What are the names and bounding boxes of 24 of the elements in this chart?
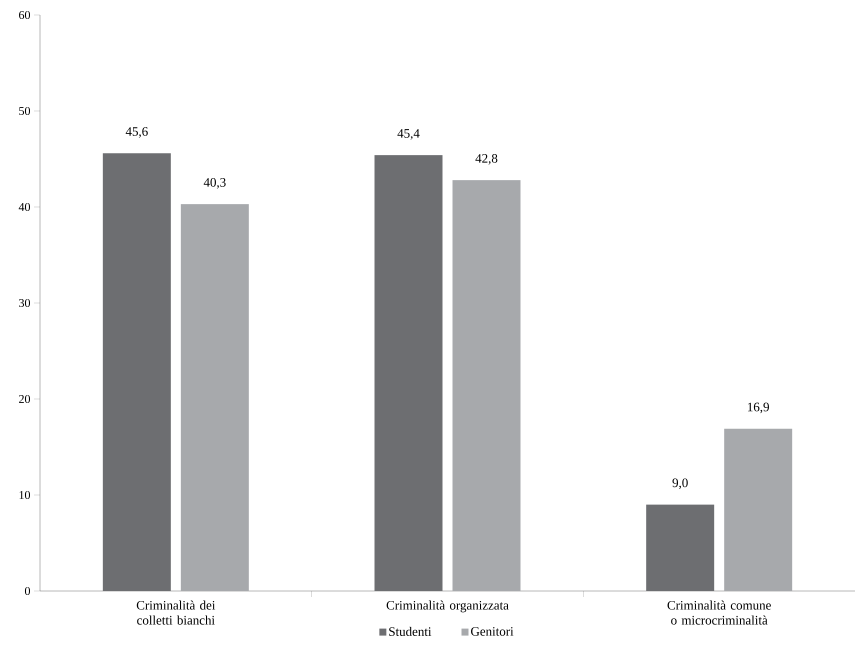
y-tick-label: 20 xyxy=(19,394,30,404)
data-label: 40,3 xyxy=(204,178,226,189)
bar xyxy=(374,155,443,591)
bar xyxy=(102,153,171,591)
y-tick-label: 0 xyxy=(24,586,30,596)
x-tick-label: Criminalità comune o microcriminalità xyxy=(668,600,771,625)
data-label: 42,8 xyxy=(475,154,498,165)
y-tick-label: 60 xyxy=(19,10,30,20)
bar xyxy=(180,204,249,591)
y-tick-label: 50 xyxy=(19,106,30,116)
data-label: 45,4 xyxy=(397,129,420,140)
bar xyxy=(452,180,521,591)
bar xyxy=(646,504,714,591)
legend-label: Genitori xyxy=(471,627,514,636)
y-tick-label: 30 xyxy=(19,298,30,308)
bar xyxy=(724,428,792,591)
data-label: 45,6 xyxy=(126,127,148,138)
y-tick-label: 10 xyxy=(20,490,30,500)
data-label: 16,9 xyxy=(748,402,769,414)
y-tick-label: 40 xyxy=(18,202,30,212)
x-tick-label: Criminalità organizzata xyxy=(386,600,509,612)
x-tick-label: Criminalità dei colletti bianchi xyxy=(136,600,216,625)
legend-label: Studenti xyxy=(389,626,432,636)
data-label: 9,0 xyxy=(672,478,688,490)
